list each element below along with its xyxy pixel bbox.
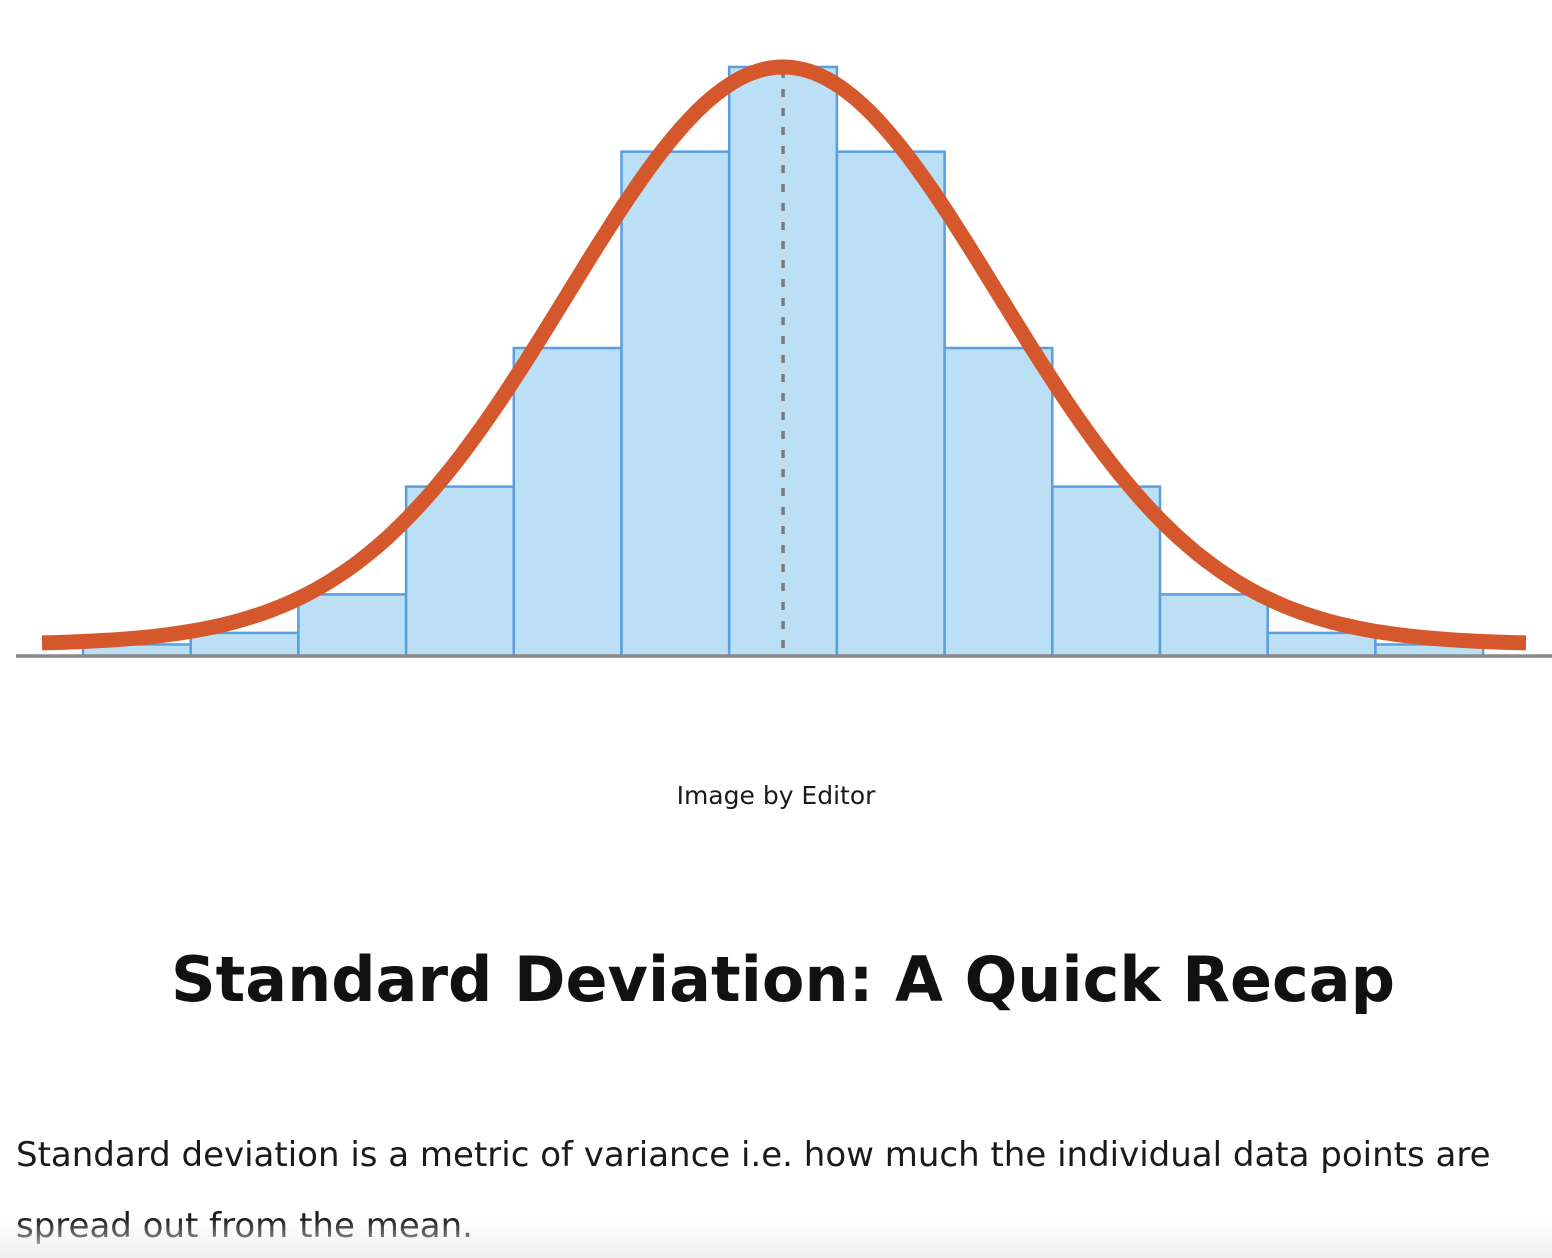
histogram-bar <box>1158 593 1269 658</box>
histogram-bar <box>297 593 408 658</box>
normal-distribution-chart <box>16 59 1552 658</box>
figure-caption: Image by Editor <box>676 781 876 810</box>
normal-curve <box>40 59 1528 651</box>
histogram-bar <box>835 150 946 658</box>
bottom-fade <box>0 1218 1552 1258</box>
section-heading: Standard Deviation: A Quick Recap <box>170 943 1396 1016</box>
histogram-figure <box>16 59 1552 658</box>
histogram-bar <box>1051 485 1162 658</box>
histogram-bar <box>620 150 731 658</box>
histogram-bar <box>943 346 1054 658</box>
histogram-bar <box>1266 631 1377 658</box>
histogram-bar <box>189 631 300 658</box>
histogram-bar <box>512 346 623 658</box>
